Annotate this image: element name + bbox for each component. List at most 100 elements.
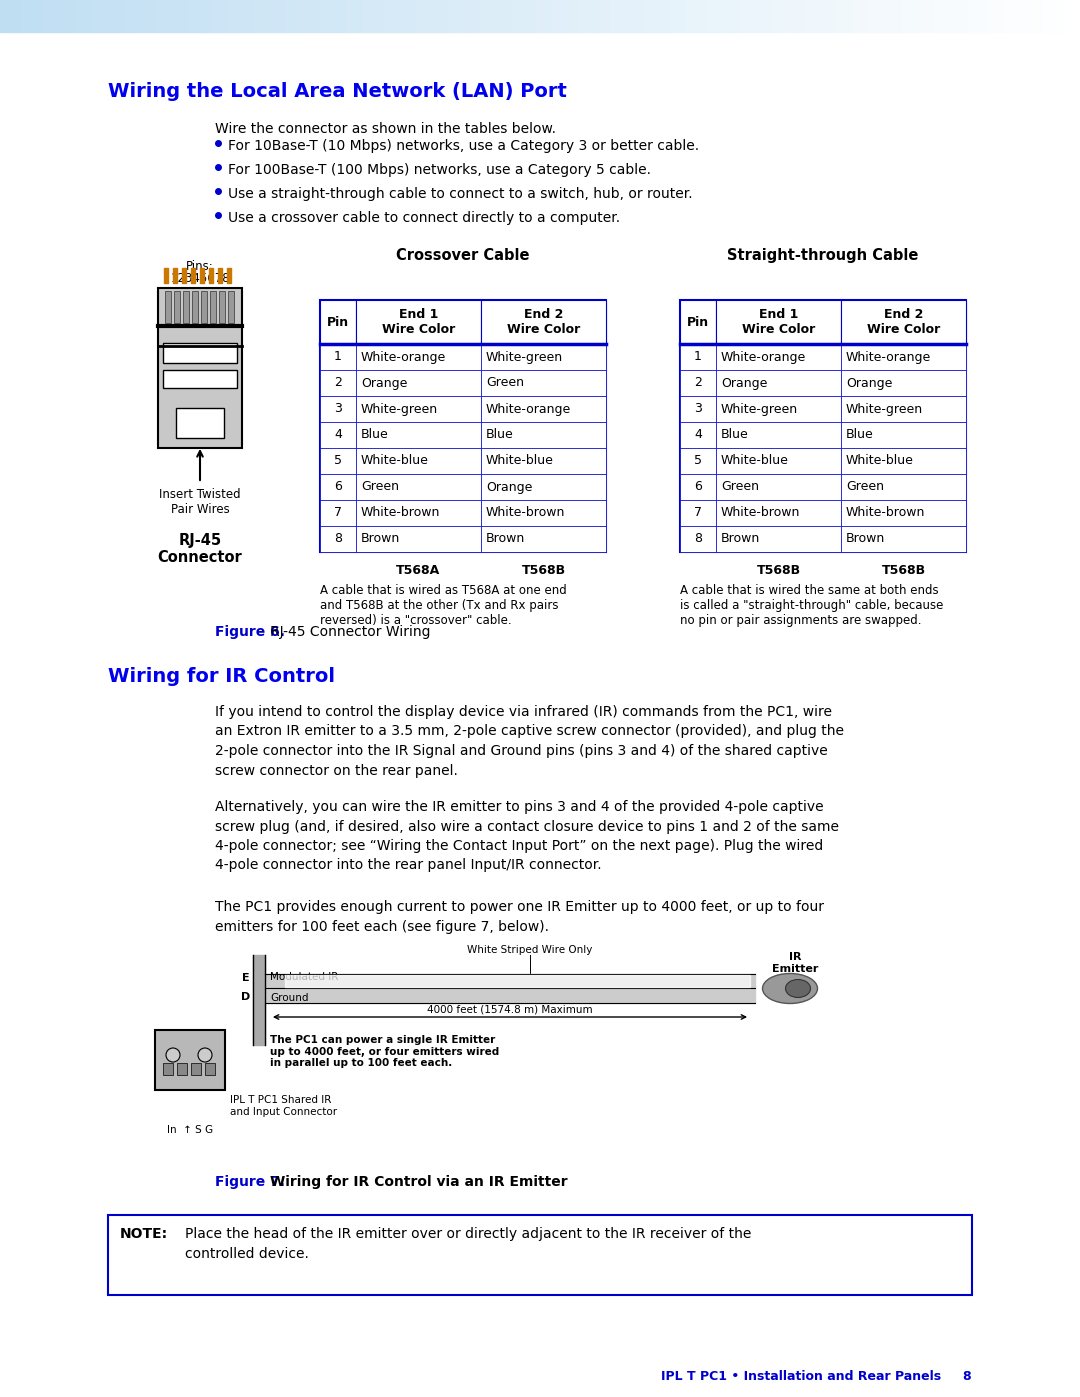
Ellipse shape xyxy=(785,979,810,997)
Text: Brown: Brown xyxy=(846,532,886,545)
Text: 4000 feet (1574.8 m) Maximum: 4000 feet (1574.8 m) Maximum xyxy=(428,1004,593,1014)
Bar xyxy=(177,1063,187,1076)
Bar xyxy=(174,291,180,323)
Text: White-brown: White-brown xyxy=(361,507,441,520)
Text: 7: 7 xyxy=(694,507,702,520)
Bar xyxy=(320,344,356,370)
Bar xyxy=(680,527,716,552)
Text: End 1
Wire Color: End 1 Wire Color xyxy=(382,307,455,337)
Bar xyxy=(481,344,606,370)
Text: Green: Green xyxy=(846,481,885,493)
Text: A cable that is wired as T568A at one end
and T568B at the other (Tx and Rx pair: A cable that is wired as T568A at one en… xyxy=(320,584,567,627)
Text: 1: 1 xyxy=(334,351,342,363)
Text: White-orange: White-orange xyxy=(486,402,571,415)
Text: Brown: Brown xyxy=(361,532,401,545)
Text: Green: Green xyxy=(721,481,759,493)
Text: If you intend to control the display device via infrared (IR) commands from the : If you intend to control the display dev… xyxy=(215,705,843,778)
Text: 8: 8 xyxy=(694,532,702,545)
Text: 1: 1 xyxy=(694,351,702,363)
Text: End 1
Wire Color: End 1 Wire Color xyxy=(742,307,815,337)
Bar xyxy=(841,300,966,344)
Text: 5: 5 xyxy=(334,454,342,468)
Text: Green: Green xyxy=(361,481,399,493)
Text: White-green: White-green xyxy=(486,351,563,363)
Text: White-brown: White-brown xyxy=(486,507,565,520)
Text: White-brown: White-brown xyxy=(846,507,926,520)
Text: NOTE:: NOTE: xyxy=(120,1227,168,1241)
Text: White-green: White-green xyxy=(721,402,798,415)
Text: 12345678: 12345678 xyxy=(171,272,230,285)
Text: Figure 6.: Figure 6. xyxy=(215,624,285,638)
Text: Use a straight-through cable to connect to a switch, hub, or router.: Use a straight-through cable to connect … xyxy=(228,187,692,201)
Bar xyxy=(716,422,841,448)
Text: 2: 2 xyxy=(694,377,702,390)
Bar xyxy=(716,344,841,370)
Bar xyxy=(176,408,224,439)
Text: 3: 3 xyxy=(334,402,342,415)
Bar xyxy=(158,288,242,448)
Bar xyxy=(680,474,716,500)
Text: T568B: T568B xyxy=(756,564,800,577)
Text: RJ-45 Connector Wiring: RJ-45 Connector Wiring xyxy=(270,624,431,638)
Text: 4: 4 xyxy=(694,429,702,441)
Bar xyxy=(481,527,606,552)
Bar xyxy=(356,474,481,500)
Bar xyxy=(841,395,966,422)
Bar xyxy=(716,527,841,552)
Text: Place the head of the IR emitter over or directly adjacent to the IR receiver of: Place the head of the IR emitter over or… xyxy=(185,1227,752,1260)
Ellipse shape xyxy=(762,974,818,1003)
Bar xyxy=(680,422,716,448)
Bar xyxy=(356,527,481,552)
Text: Pin: Pin xyxy=(687,316,710,328)
Circle shape xyxy=(198,1048,212,1062)
Bar xyxy=(716,395,841,422)
Bar xyxy=(716,370,841,395)
Text: White-green: White-green xyxy=(846,402,923,415)
Bar xyxy=(205,1063,215,1076)
Bar xyxy=(320,500,356,527)
Text: Blue: Blue xyxy=(846,429,874,441)
Text: 7: 7 xyxy=(334,507,342,520)
Text: Wiring the Local Area Network (LAN) Port: Wiring the Local Area Network (LAN) Port xyxy=(108,82,567,101)
Text: A cable that is wired the same at both ends
is called a "straight-through" cable: A cable that is wired the same at both e… xyxy=(680,584,943,627)
Text: Orange: Orange xyxy=(361,377,407,390)
Bar xyxy=(680,370,716,395)
Text: Orange: Orange xyxy=(721,377,768,390)
Bar xyxy=(165,291,171,323)
Bar xyxy=(680,500,716,527)
Text: Blue: Blue xyxy=(361,429,389,441)
Bar xyxy=(210,291,216,323)
Bar xyxy=(320,527,356,552)
Bar xyxy=(481,474,606,500)
Text: White-brown: White-brown xyxy=(721,507,800,520)
Text: Wiring for IR Control: Wiring for IR Control xyxy=(108,666,335,686)
Bar xyxy=(320,370,356,395)
Text: For 10Base-T (10 Mbps) networks, use a Category 3 or better cable.: For 10Base-T (10 Mbps) networks, use a C… xyxy=(228,138,699,154)
Bar xyxy=(481,395,606,422)
Text: Use a crossover cable to connect directly to a computer.: Use a crossover cable to connect directl… xyxy=(228,211,620,225)
Bar xyxy=(163,344,237,363)
Bar xyxy=(108,1215,972,1295)
Bar xyxy=(716,300,841,344)
Text: 6: 6 xyxy=(694,481,702,493)
Text: T568B: T568B xyxy=(522,564,566,577)
Bar xyxy=(320,395,356,422)
Text: Pins:: Pins: xyxy=(186,260,214,272)
Bar xyxy=(680,300,966,552)
Text: Orange: Orange xyxy=(486,481,532,493)
Text: Green: Green xyxy=(486,377,524,390)
Text: RJ-45
Connector: RJ-45 Connector xyxy=(158,534,242,566)
Bar xyxy=(481,422,606,448)
Bar xyxy=(841,422,966,448)
Bar xyxy=(320,448,356,474)
Text: White-green: White-green xyxy=(361,402,438,415)
Text: Brown: Brown xyxy=(486,532,525,545)
Text: The PC1 provides enough current to power one IR Emitter up to 4000 feet, or up t: The PC1 provides enough current to power… xyxy=(215,900,824,933)
Text: The PC1 can power a single IR Emitter
up to 4000 feet, or four emitters wired
in: The PC1 can power a single IR Emitter up… xyxy=(270,1035,499,1069)
Text: T568A: T568A xyxy=(396,564,441,577)
Text: Crossover Cable: Crossover Cable xyxy=(396,249,530,263)
Text: White-orange: White-orange xyxy=(846,351,931,363)
Text: E: E xyxy=(242,972,249,983)
Text: White-orange: White-orange xyxy=(721,351,807,363)
Bar xyxy=(201,291,207,323)
